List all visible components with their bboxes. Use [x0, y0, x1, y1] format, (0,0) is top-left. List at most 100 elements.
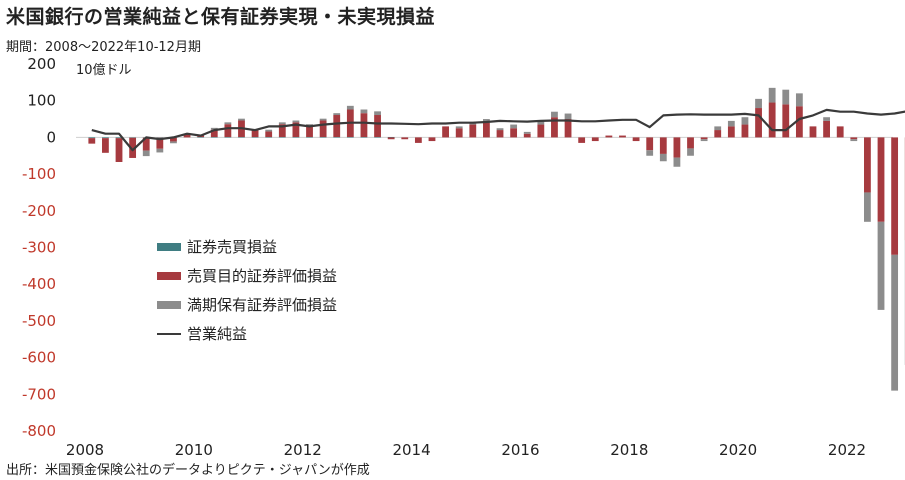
bar-htm-unrealized: [646, 150, 654, 156]
x-tick-label: 2014: [392, 441, 430, 459]
bar-afs-unrealized: [156, 137, 164, 149]
bar-afs-unrealized: [891, 137, 899, 255]
legend-swatch-securities-trading: [157, 242, 181, 251]
bar-afs-unrealized: [455, 128, 463, 138]
legend-label-operating-income: 営業純益: [187, 325, 248, 343]
bar-securities-trading: [319, 137, 327, 138]
bar-afs-unrealized: [714, 130, 722, 138]
line-operating-income: [91, 108, 905, 152]
bar-afs-unrealized: [564, 119, 572, 138]
bar-htm-unrealized: [265, 129, 273, 132]
legend-label-securities-trading: 証券売買損益: [187, 238, 278, 256]
bar-afs-unrealized: [142, 137, 150, 151]
chart-subtitle: 期間：2008～2022年10-12月期: [6, 40, 201, 55]
bar-htm-unrealized: [823, 117, 830, 121]
bar-afs-unrealized: [523, 133, 531, 138]
bar-afs-unrealized: [251, 129, 259, 138]
chart-title: 米国銀行の営業純益と保有証券実現・未実現損益: [6, 6, 436, 28]
bar-htm-unrealized: [714, 126, 722, 131]
bar-afs-unrealized: [768, 102, 776, 138]
bar-htm-unrealized: [455, 126, 463, 129]
bar-htm-unrealized: [850, 139, 858, 142]
bar-htm-unrealized: [659, 153, 667, 162]
bar-afs-unrealized: [496, 130, 504, 138]
x-tick-label: 2010: [175, 441, 213, 459]
bar-htm-unrealized: [795, 93, 803, 107]
bar-htm-unrealized: [292, 120, 300, 123]
bar-afs-unrealized: [333, 115, 341, 138]
bar-securities-trading: [102, 137, 109, 139]
bar-htm-unrealized: [360, 109, 368, 114]
bar-afs-unrealized: [374, 115, 381, 138]
bar-afs-unrealized: [387, 137, 395, 140]
bar-afs-unrealized: [360, 113, 368, 138]
bar-securities-trading: [238, 137, 245, 138]
y-unit-label: 10億ドル: [76, 62, 132, 78]
source-note: 出所：米国預金保険公社のデータよりピクテ・ジャパンが作成: [6, 463, 370, 478]
bar-htm-unrealized: [170, 141, 177, 144]
bar-afs-unrealized: [210, 129, 218, 138]
bar-afs-unrealized: [646, 137, 654, 151]
legend-item-htm-unrealized: 満期保有証券評価損益: [157, 290, 337, 319]
legend-item-securities-trading: 証券売買損益: [157, 232, 337, 261]
legend-item-operating-income: 営業純益: [157, 319, 337, 348]
bar-securities-trading: [224, 137, 232, 138]
y-tick-label: -700: [22, 385, 56, 403]
bar-afs-unrealized: [102, 138, 109, 153]
y-tick-label: 200: [27, 55, 56, 73]
bar-afs-unrealized: [823, 120, 830, 138]
bar-afs-unrealized: [170, 137, 177, 142]
bar-afs-unrealized: [836, 126, 844, 138]
bar-htm-unrealized: [346, 105, 354, 110]
bar-securities-trading: [115, 137, 123, 139]
legend-item-afs-unrealized: 売買目的証券評価損益: [157, 261, 337, 290]
bar-afs-unrealized: [809, 126, 817, 138]
bar-afs-unrealized: [414, 137, 422, 143]
bar-htm-unrealized: [210, 127, 218, 130]
bar-htm-unrealized: [156, 148, 164, 153]
bar-htm-unrealized: [551, 111, 558, 118]
bar-afs-unrealized: [578, 137, 586, 143]
x-tick-label: 2008: [66, 441, 104, 459]
bar-afs-unrealized: [551, 117, 558, 138]
bar-afs-unrealized: [469, 124, 477, 138]
bar-htm-unrealized: [537, 120, 545, 125]
legend-swatch-operating-income: [157, 332, 181, 335]
bar-afs-unrealized: [605, 135, 613, 138]
legend: 証券売買損益 売買目的証券評価損益 満期保有証券評価損益 営業純益: [157, 232, 337, 348]
bar-afs-unrealized: [510, 128, 518, 138]
bar-htm-unrealized: [496, 128, 504, 131]
y-tick-label: -300: [22, 239, 56, 257]
bar-securities-trading: [156, 137, 164, 138]
bar-afs-unrealized: [88, 138, 96, 144]
bar-securities-trading: [251, 137, 259, 138]
bar-afs-unrealized: [687, 137, 694, 149]
bar-afs-unrealized: [292, 122, 300, 138]
bar-afs-unrealized: [619, 135, 626, 138]
bar-htm-unrealized: [782, 89, 790, 105]
bar-htm-unrealized: [741, 117, 749, 125]
x-tick-label: 2020: [719, 441, 757, 459]
bar-afs-unrealized: [795, 106, 803, 138]
bar-afs-unrealized: [877, 137, 885, 222]
bar-securities-trading: [306, 137, 313, 138]
bar-htm-unrealized: [727, 120, 735, 127]
bar-htm-unrealized: [877, 221, 885, 310]
y-tick-label: 0: [46, 128, 56, 146]
x-tick-label: 2016: [501, 441, 539, 459]
y-tick-label: -500: [22, 312, 56, 330]
bar-securities-trading: [197, 137, 205, 138]
bar-afs-unrealized: [700, 137, 708, 140]
bar-htm-unrealized: [564, 113, 572, 120]
bar-securities-trading: [374, 137, 381, 138]
y-tick-label: -800: [22, 422, 56, 440]
y-tick-label: -400: [22, 275, 56, 293]
bar-afs-unrealized: [591, 137, 599, 142]
bar-afs-unrealized: [673, 137, 681, 158]
bar-securities-trading: [210, 137, 218, 138]
bar-htm-unrealized: [306, 124, 313, 127]
bar-afs-unrealized: [129, 137, 137, 158]
bar-afs-unrealized: [632, 137, 640, 142]
bar-afs-unrealized: [537, 124, 545, 138]
legend-swatch-afs-unrealized: [157, 271, 181, 280]
